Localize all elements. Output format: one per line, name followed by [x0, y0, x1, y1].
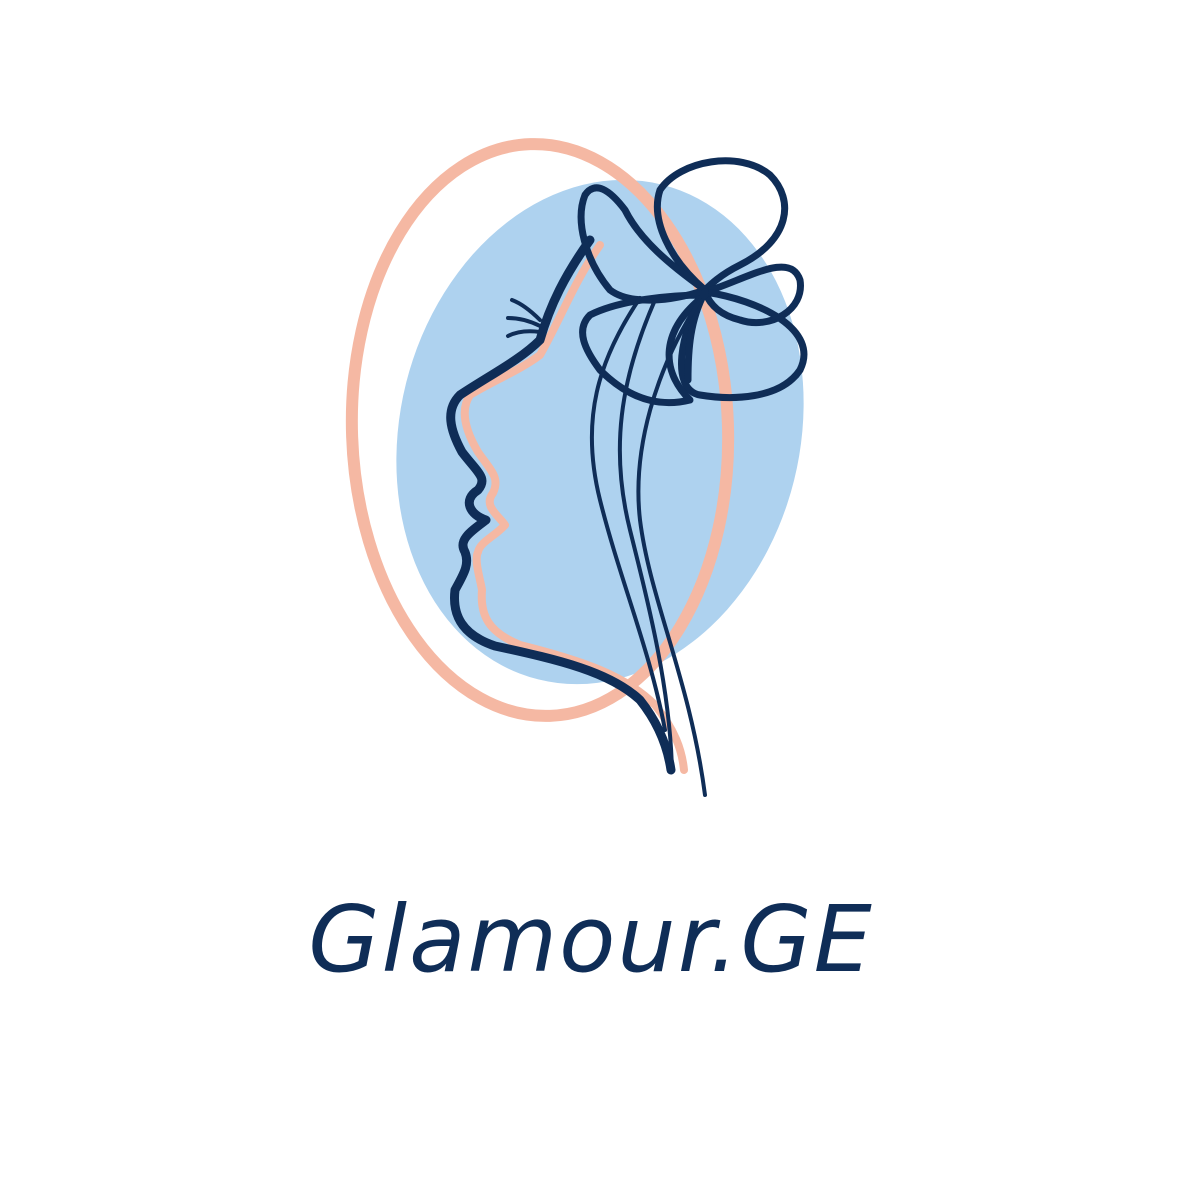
face-shadow-line: [460, 241, 688, 774]
eyelash-strokes: [506, 298, 542, 338]
face-profile-line: [446, 235, 676, 775]
logo-artwork: [345, 138, 808, 797]
stem-lines: [589, 296, 707, 797]
brand-wordmark: Glamour.GE: [308, 886, 874, 993]
peach-ring-shape: [345, 138, 735, 722]
